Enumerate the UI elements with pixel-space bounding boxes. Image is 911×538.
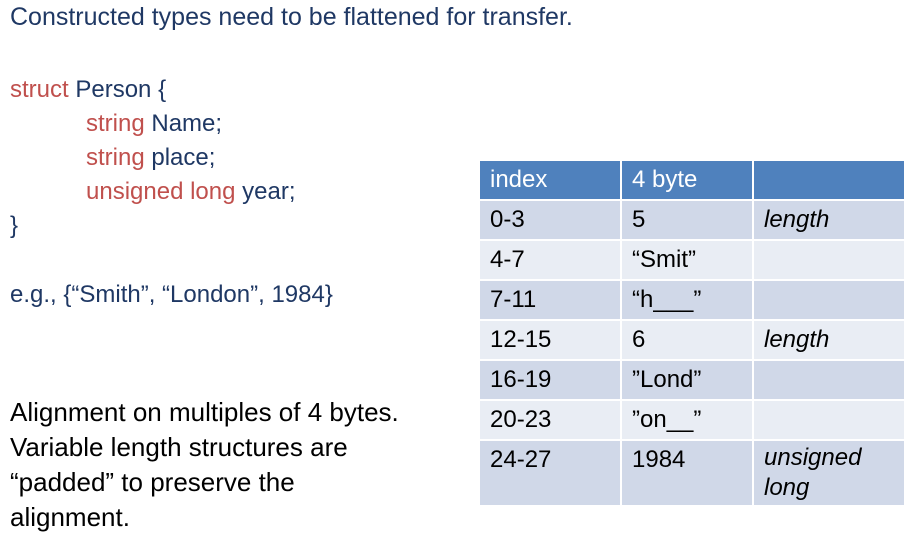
code-line-5: } [10,212,19,239]
note-line: alignment. [10,502,130,532]
cell-value: “Smit” [620,239,754,281]
note-line: “padded” to preserve the [10,467,295,497]
code-line-4: unsigned long year; [10,175,296,209]
table-row: 24-27 1984 unsigned long [478,439,906,507]
struct-code-block: struct Person { string Name; string plac… [10,73,296,243]
slide-title: Constructed types need to be flattened f… [10,3,573,31]
cell-description [752,279,906,321]
header-description [752,159,906,201]
cell-index: 20-23 [478,399,622,441]
cell-index: 0-3 [478,199,622,241]
cell-index: 7-11 [478,279,622,321]
cell-value: 1984 [620,439,754,507]
header-index: index [478,159,622,201]
byte-layout-table: index 4 byte 0-3 5 length 4-7 “Smit” 7-1… [478,159,906,507]
code-keyword: string [86,144,145,171]
note-line: Variable length structures are [10,432,348,462]
cell-description [752,359,906,401]
cell-index: 4-7 [478,239,622,281]
cell-description [752,239,906,281]
cell-description: length [752,319,906,361]
table-row: 7-11 “h___” [478,279,906,321]
cell-index: 12-15 [478,319,622,361]
cell-description: length [752,199,906,241]
table-row: 16-19 ”Lond” [478,359,906,401]
alignment-note: Alignment on multiples of 4 bytes. Varia… [10,395,460,535]
cell-value: 6 [620,319,754,361]
code-line-2: string Name; [10,107,296,141]
table-row: 4-7 “Smit” [478,239,906,281]
note-line: Alignment on multiples of 4 bytes. [10,397,399,427]
code-line-3: string place; [10,141,296,175]
cell-value: “h___” [620,279,754,321]
table-row: 20-23 ”on__” [478,399,906,441]
code-keyword: struct [10,76,69,103]
code-identifier: Name; [151,110,223,137]
cell-value: 5 [620,199,754,241]
cell-index: 24-27 [478,439,622,507]
code-identifier: Person { [75,76,167,103]
code-keyword: unsigned long [86,178,236,205]
cell-value: ”Lond” [620,359,754,401]
cell-value: ”on__” [620,399,754,441]
code-identifier: year; [242,178,296,205]
header-4-byte: 4 byte [620,159,754,201]
table-row: 12-15 6 length [478,319,906,361]
table-header-row: index 4 byte [478,159,906,201]
cell-description [752,399,906,441]
table-row: 0-3 5 length [478,199,906,241]
cell-description: unsigned long [752,439,906,507]
cell-index: 16-19 [478,359,622,401]
code-keyword: string [86,110,145,137]
example-value: e.g., {“Smith”, “London”, 1984} [10,281,333,308]
code-identifier: place; [151,144,216,171]
code-line-1: struct Person { [10,73,296,107]
